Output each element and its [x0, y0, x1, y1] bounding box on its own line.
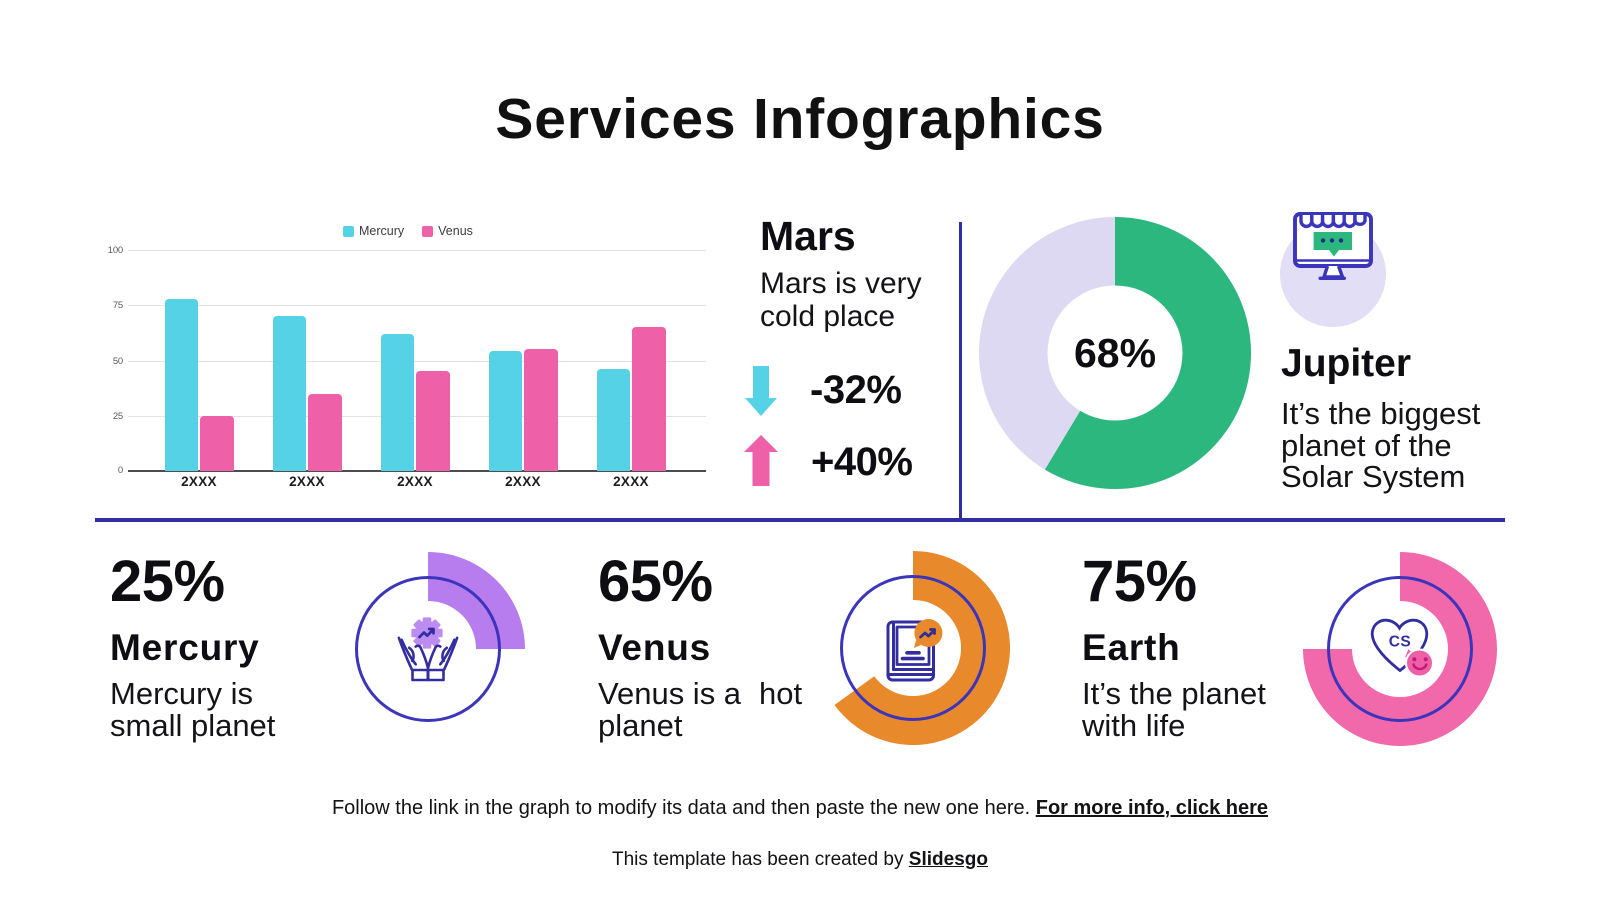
svg-text:CS: CS	[1389, 634, 1412, 651]
